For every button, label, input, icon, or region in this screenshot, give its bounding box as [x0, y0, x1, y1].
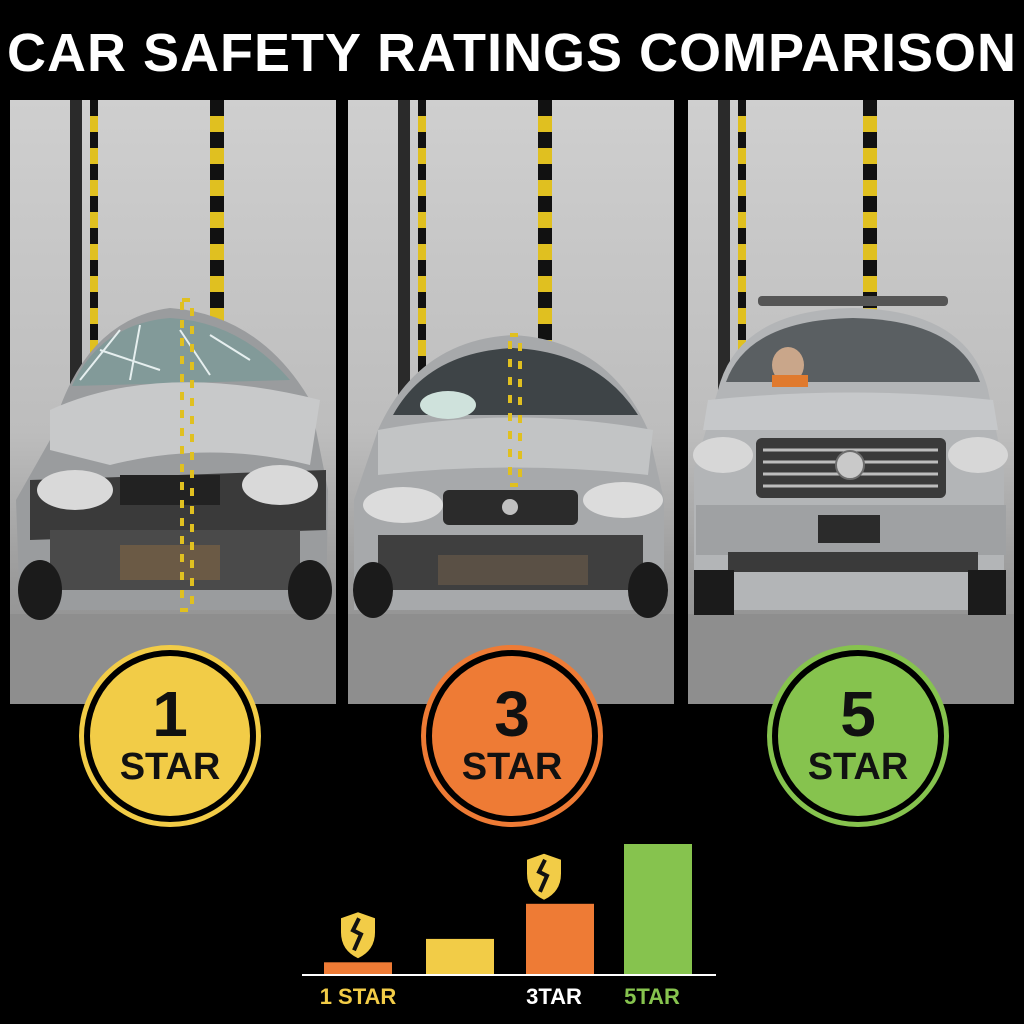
safety-bar-chart: 1 STAR 3TAR 5TAR — [302, 844, 716, 1009]
intact-suv-image — [693, 296, 1008, 615]
bar-3 — [526, 903, 594, 974]
wrecked-sedan-image — [16, 298, 332, 620]
bar-label-1: 1 STAR — [320, 984, 397, 1009]
bar-4 — [624, 844, 692, 974]
crash-photo-1-star — [10, 100, 336, 704]
bar-label-3: 3TAR — [526, 984, 582, 1009]
rating-badge-3-star: 3 STAR — [426, 650, 598, 822]
rating-number: 3 — [494, 678, 530, 750]
rating-number: 1 — [152, 678, 188, 750]
rating-badge-1-star: 1 STAR — [84, 650, 256, 822]
bar-1 — [324, 962, 392, 974]
damaged-sedan-image — [353, 333, 668, 618]
broken-shield-icon — [527, 853, 561, 900]
rating-number: 5 — [840, 678, 876, 750]
crash-photo-3-star — [348, 100, 674, 704]
rating-label: STAR — [119, 746, 221, 788]
rating-label: STAR — [807, 746, 909, 788]
crash-photo-5-star — [688, 100, 1014, 704]
rating-label: STAR — [461, 746, 563, 788]
bar-2 — [426, 938, 494, 974]
page-title: CAR SAFETY RATINGS COMPARISON — [6, 23, 1018, 83]
broken-shield-icon — [341, 912, 375, 959]
bar-label-4: 5TAR — [624, 984, 680, 1009]
rating-badge-5-star: 5 STAR — [772, 650, 944, 822]
